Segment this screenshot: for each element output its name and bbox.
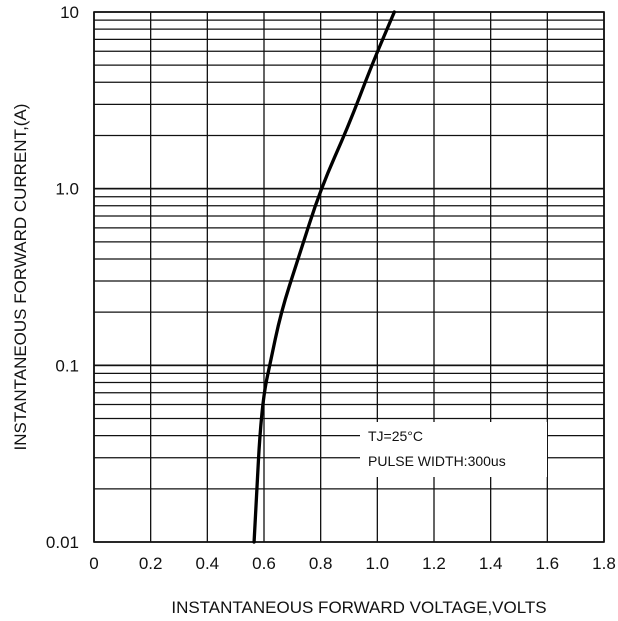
annotation-background xyxy=(360,422,547,477)
annotation-junction-temperature: TJ=25°C xyxy=(368,428,423,444)
x-tick-label: 1.8 xyxy=(592,554,616,573)
x-tick-label: 0.2 xyxy=(139,554,163,573)
x-axis-label: INSTANTANEOUS FORWARD VOLTAGE,VOLTS xyxy=(171,598,546,617)
y-tick-label: 0.01 xyxy=(46,533,79,552)
x-tick-label: 0 xyxy=(89,554,98,573)
x-tick-label: 1.0 xyxy=(366,554,390,573)
y-axis-label: INSTANTANEOUS FORWARD CURRENT,(A) xyxy=(11,104,30,451)
forward-current-curve xyxy=(252,10,396,544)
x-tick-label: 1.6 xyxy=(536,554,560,573)
x-tick-label: 1.2 xyxy=(422,554,446,573)
y-tick-label: 10 xyxy=(60,3,79,22)
y-tick-label: 0.1 xyxy=(55,356,79,375)
x-tick-label: 0.4 xyxy=(196,554,220,573)
x-tick-label: 0.6 xyxy=(252,554,276,573)
annotation-pulse-width: PULSE WIDTH:300us xyxy=(368,453,506,469)
x-tick-label: 0.8 xyxy=(309,554,333,573)
y-tick-label: 1.0 xyxy=(55,180,79,199)
x-tick-label: 1.4 xyxy=(479,554,503,573)
